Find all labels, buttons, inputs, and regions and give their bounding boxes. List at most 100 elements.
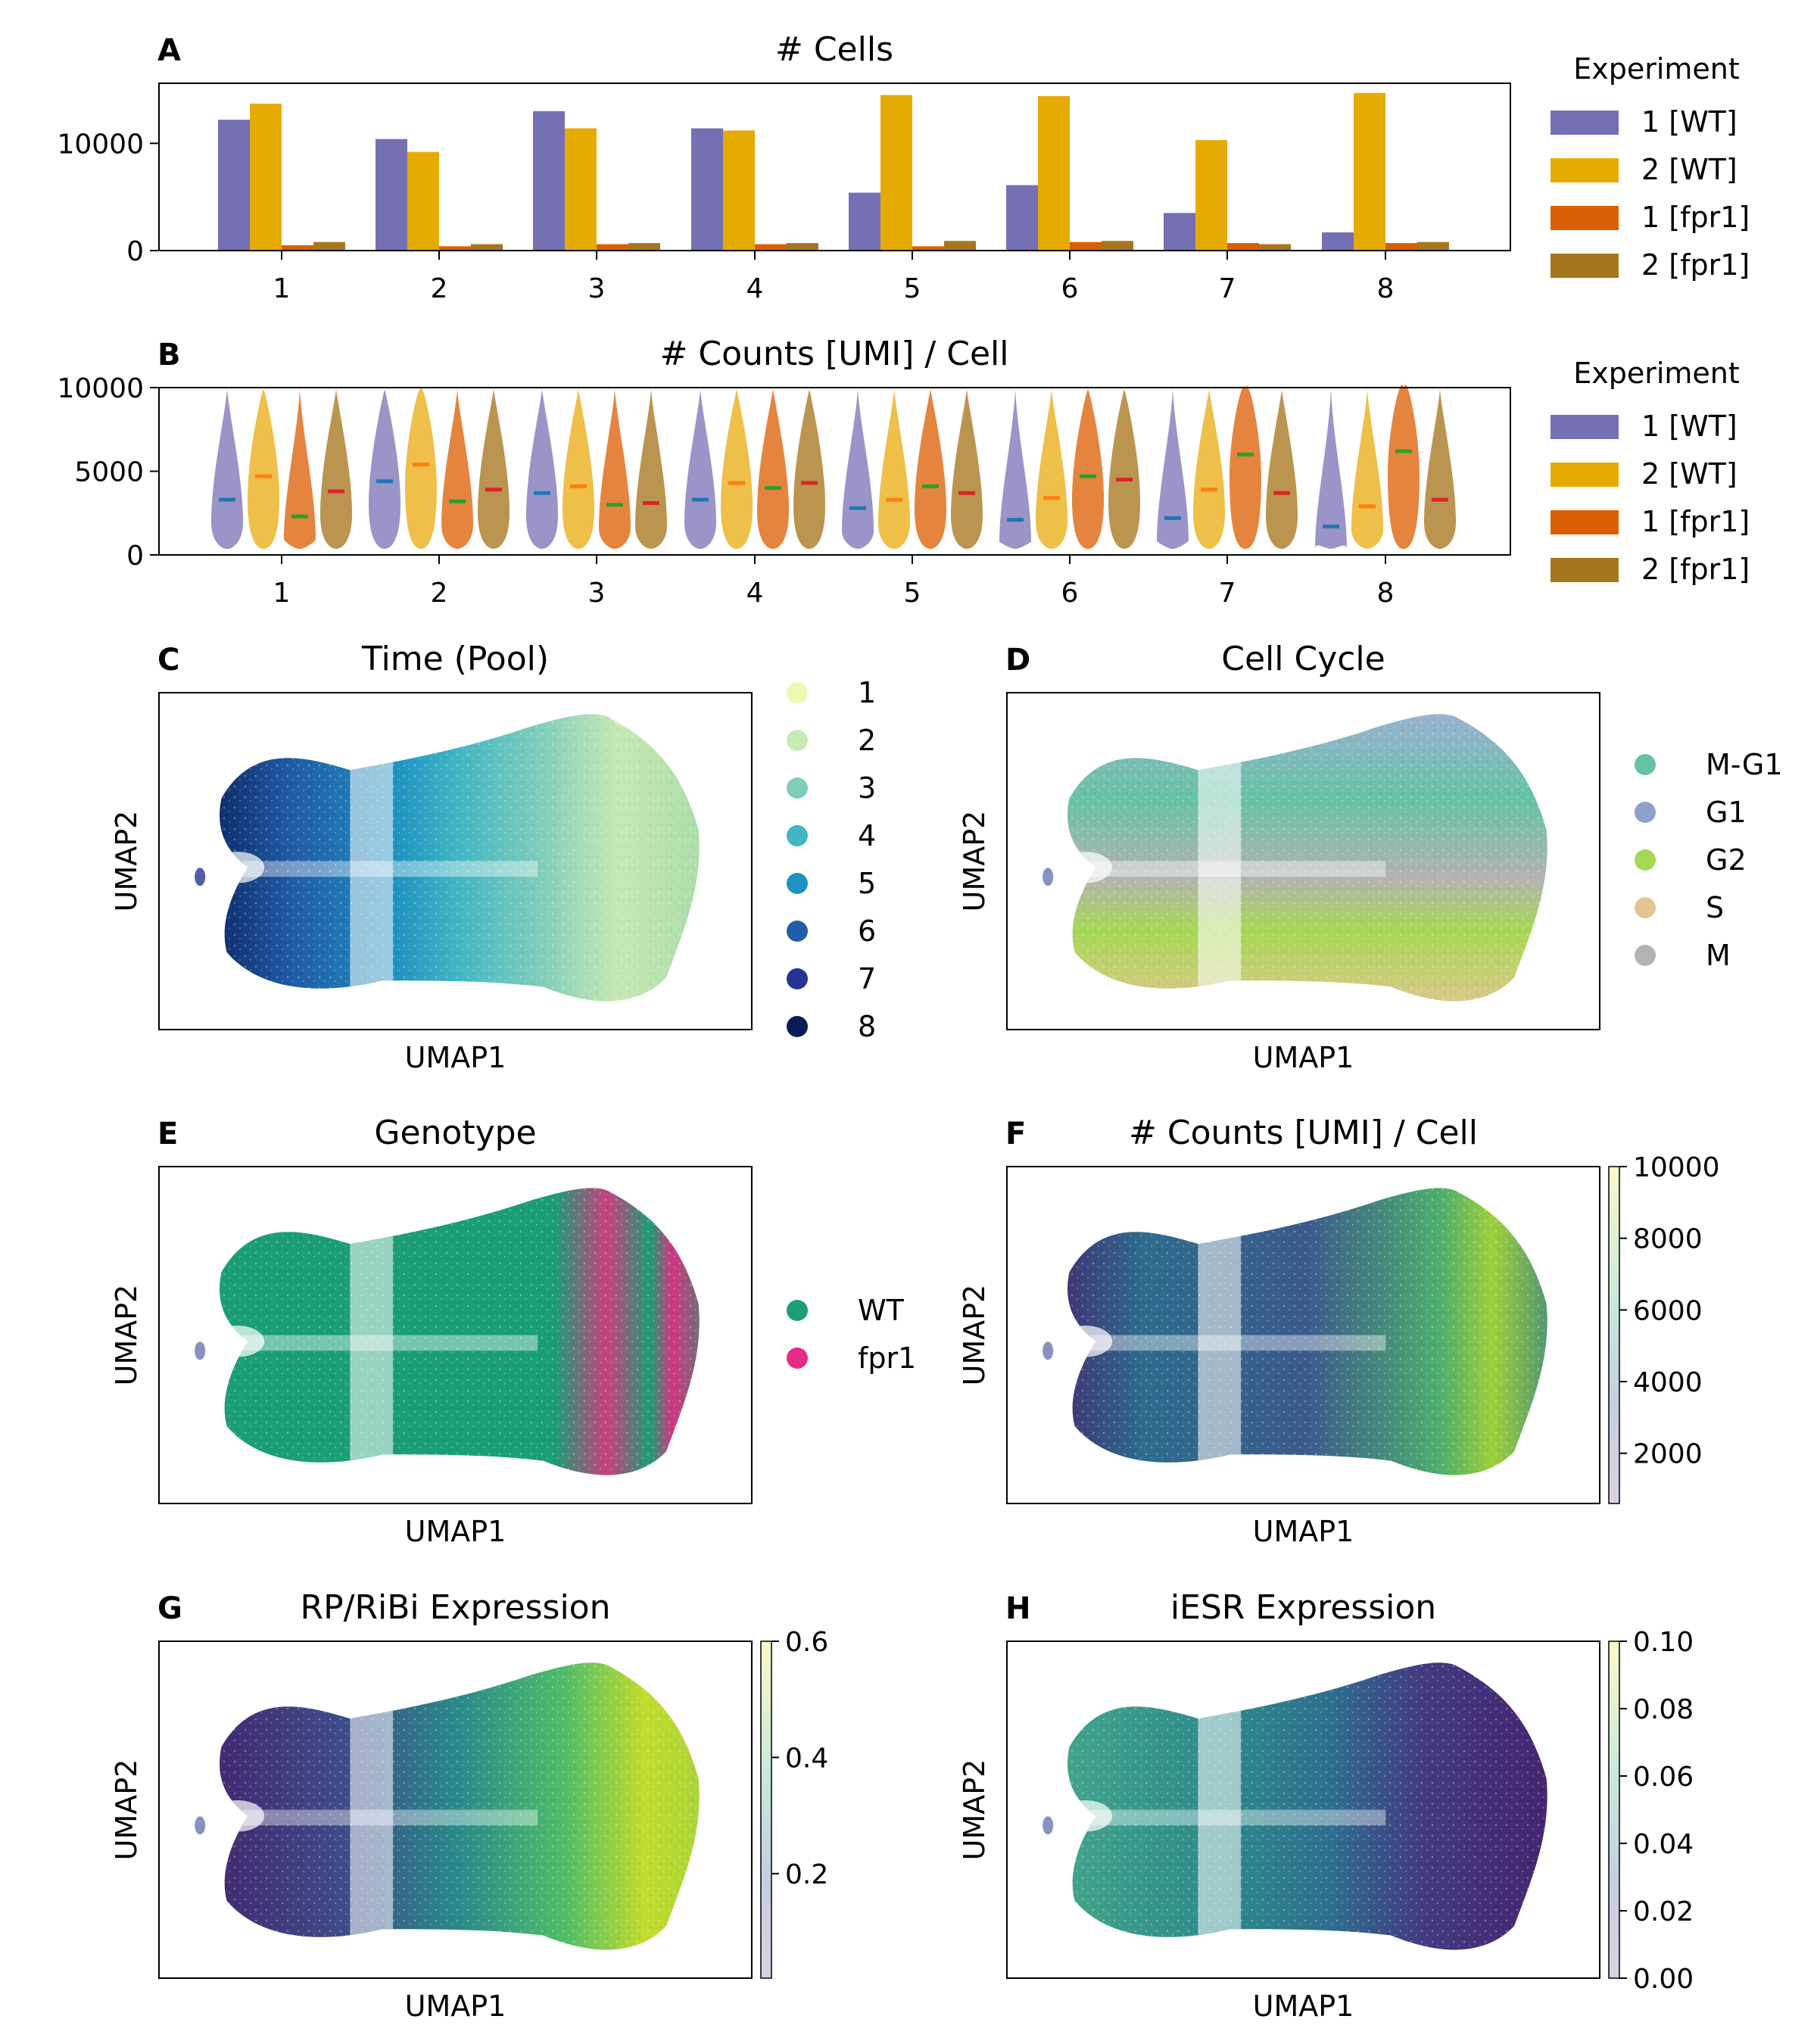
- colorbar-label: 0.00: [1633, 1964, 1694, 1995]
- umap-cell-cloud: [1067, 1188, 1547, 1475]
- bar-3-series-2: [597, 244, 628, 251]
- panel-letter-e: E: [157, 1117, 178, 1151]
- x-axis-label: UMAP1: [1253, 1989, 1354, 2023]
- umap-horizontal-gap: [242, 1809, 538, 1826]
- panel-a-title: # Cells: [775, 30, 893, 69]
- umap-island: [1043, 1816, 1054, 1835]
- violin-3-series-2: [599, 389, 631, 549]
- panel-title: Genotype: [374, 1114, 536, 1152]
- legend-marker: [787, 873, 808, 894]
- violin-4-series-2: [757, 389, 789, 549]
- legend-title: Experiment: [1573, 52, 1740, 86]
- bar-8-series-0: [1322, 232, 1354, 251]
- ytick-label: 10000: [57, 129, 144, 160]
- colorbar-label: 0.06: [1633, 1762, 1694, 1793]
- x-axis-label: UMAP1: [1253, 1515, 1354, 1548]
- legend-entry: G1: [1706, 796, 1747, 829]
- bar-1-series-1: [250, 103, 282, 251]
- bar-3-series-3: [628, 243, 660, 251]
- x-axis-label: UMAP1: [405, 1041, 506, 1074]
- umap-cell-cloud: [220, 1662, 700, 1950]
- bar-5-series-1: [880, 95, 912, 251]
- y-axis-label: UMAP2: [110, 1285, 143, 1386]
- violin-8-series-3: [1424, 389, 1456, 549]
- legend-marker: [787, 968, 808, 989]
- umap-texture: [220, 1188, 700, 1475]
- violin-3-series-3: [635, 389, 667, 549]
- umap-horizontal-gap: [1090, 861, 1386, 877]
- xtick-label: 2: [431, 578, 448, 609]
- xtick-label: 8: [1377, 273, 1395, 304]
- violin-2-series-3: [478, 389, 510, 549]
- panel-a-axes: [158, 83, 1511, 251]
- bar-8-series-3: [1417, 241, 1449, 251]
- panel-letter-c: C: [157, 643, 179, 678]
- xtick-label: 6: [1061, 273, 1079, 304]
- bar-1-series-0: [218, 120, 250, 251]
- xtick-label: 1: [273, 273, 291, 304]
- panel-axes: [1006, 1166, 1600, 1504]
- umap-cell-cloud: [220, 714, 700, 1002]
- legend-entry: 2 [fpr1]: [1641, 553, 1750, 586]
- umap-texture: [1067, 1188, 1547, 1475]
- panel-letter-g: G: [157, 1591, 182, 1626]
- colorbar: [1608, 1640, 1620, 1979]
- legend-entry: 4: [858, 819, 876, 852]
- bar-4-series-0: [691, 128, 723, 251]
- umap-texture: [220, 1662, 700, 1950]
- umap-horizontal-gap: [1090, 1335, 1386, 1351]
- y-axis-label: UMAP2: [110, 1759, 143, 1861]
- legend-marker: [787, 730, 808, 751]
- bar-2-series-3: [471, 244, 503, 251]
- experiment-legend-a: Experiment 1 [WT] 2 [WT] 1 [fpr1] 2 [fpr1]: [1551, 52, 1750, 282]
- panel-letter-a: A: [157, 33, 181, 68]
- bar-6-series-1: [1038, 96, 1070, 251]
- bar-8-series-2: [1385, 243, 1417, 251]
- xtick-label: 1: [273, 578, 291, 609]
- umap-cell-cloud: [220, 1188, 700, 1475]
- umap-island: [1043, 1341, 1054, 1360]
- experiment-legend-b: Experiment 1 [WT] 2 [WT] 1 [fpr1] 2 [fpr1]: [1551, 357, 1750, 586]
- legend-entry: M-G1: [1706, 748, 1783, 781]
- legend-swatch: [1551, 111, 1619, 135]
- legend-entry: 7: [858, 962, 876, 996]
- bar-6-series-0: [1006, 185, 1038, 251]
- xtick-label: 4: [746, 273, 764, 304]
- y-axis-label: UMAP2: [110, 811, 143, 912]
- panel-e: E Genotype UMAP1 UMAP2 WT fpr1: [110, 1114, 916, 1548]
- colorbar-label: 0.4: [785, 1743, 828, 1774]
- legend-entry: 6: [858, 915, 876, 948]
- colorbar-label: 0.2: [785, 1859, 828, 1890]
- umap-cell-cloud: [1067, 714, 1547, 1002]
- violin-6-series-0: [999, 389, 1031, 549]
- panel-letter-b: B: [157, 338, 181, 372]
- umap-texture: [220, 714, 700, 1002]
- legend-marker: [787, 1016, 808, 1037]
- violin-7-series-3: [1266, 389, 1298, 549]
- panel-title: Time (Pool): [361, 640, 549, 678]
- y-axis-label: UMAP2: [958, 1285, 991, 1386]
- colorbar-label: 0.10: [1633, 1627, 1694, 1658]
- violin-8-series-0: [1315, 389, 1347, 550]
- panel-g: G RP/RiBi Expression UMAP1 UMAP2 0.6 0.4 0.2: [110, 1588, 828, 2023]
- legend-entry: G2: [1706, 843, 1747, 877]
- violin-2-series-0: [369, 389, 400, 549]
- bar-6-series-3: [1102, 241, 1133, 251]
- legend-entry: 2 [fpr1]: [1641, 248, 1750, 282]
- bar-2-series-1: [407, 151, 439, 251]
- panel-a-xticks: 1 2 3 4 5 6 7 8: [273, 251, 1395, 304]
- umap-panels: C Time (Pool) UMAP1 UMAP2 1 2 3 4 5 6 7 8 D Cell Cycl…: [110, 640, 1783, 2023]
- legend-marker: [1635, 802, 1656, 823]
- legend-swatch: [1551, 558, 1619, 582]
- colorbar-label: 0.6: [785, 1627, 828, 1658]
- umap-cell-cloud: [1067, 1662, 1547, 1950]
- colorbar: [760, 1640, 772, 1979]
- panel-c: C Time (Pool) UMAP1 UMAP2 1 2 3 4 5 6 7 8: [110, 640, 876, 1074]
- legend-entry: 2 [WT]: [1641, 457, 1738, 491]
- umap-texture: [1067, 1662, 1547, 1950]
- legend-marker: [787, 777, 808, 799]
- panel-title: # Counts [UMI] / Cell: [1129, 1114, 1478, 1152]
- violin-4-series-3: [793, 389, 825, 549]
- bar-7-series-0: [1164, 213, 1195, 251]
